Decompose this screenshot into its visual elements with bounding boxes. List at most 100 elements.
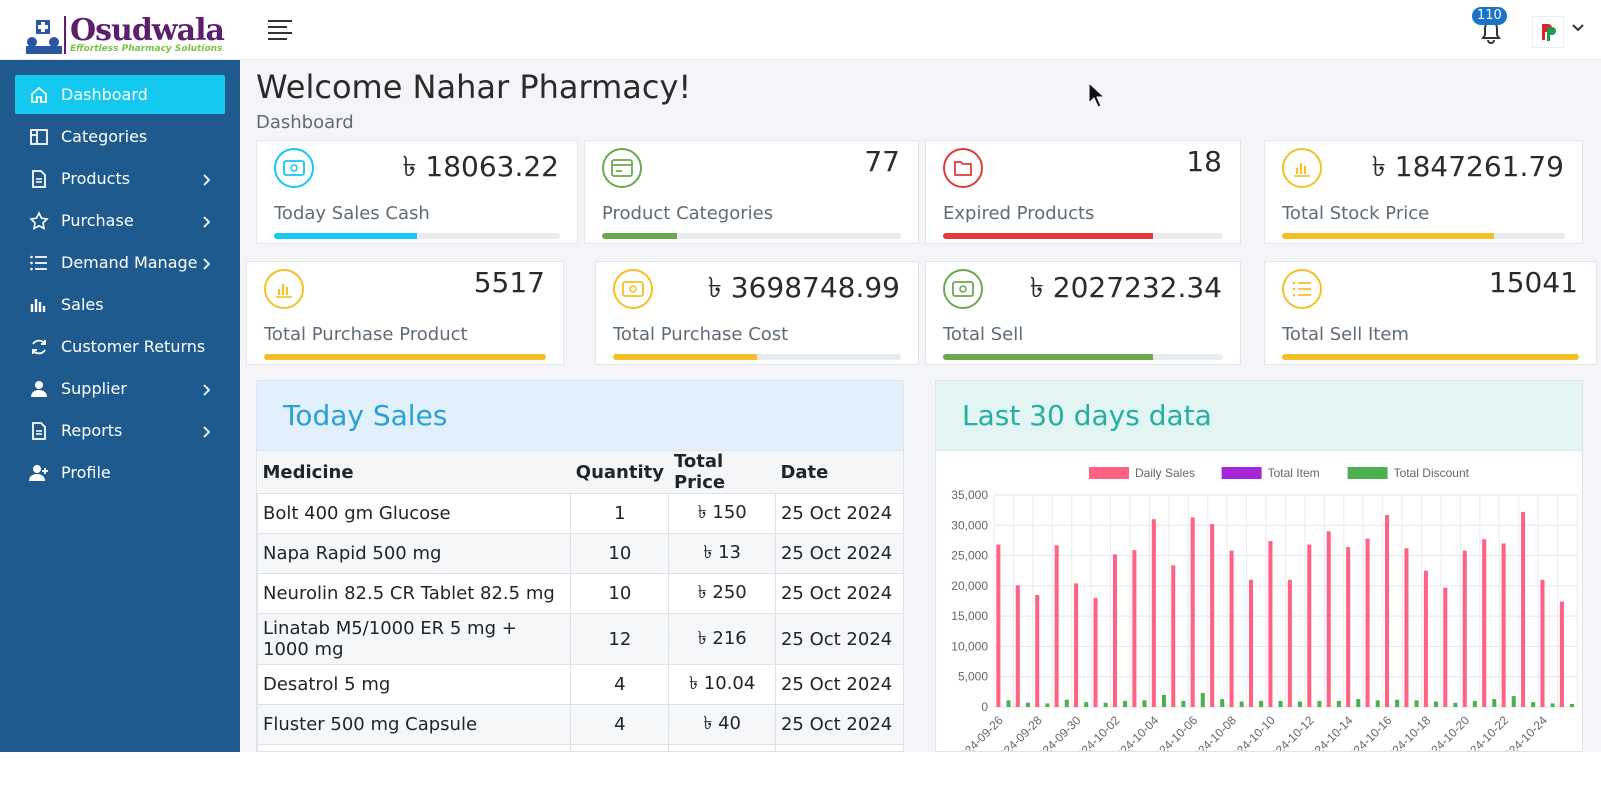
- bar-daily-sales: [1540, 579, 1545, 707]
- sidebar-item-purchase[interactable]: Purchase: [15, 201, 225, 240]
- chevron-down-icon[interactable]: [1572, 20, 1584, 36]
- document-icon: [29, 169, 49, 189]
- stat-label: Product Categories: [602, 203, 774, 224]
- chevron-right-icon: [203, 423, 211, 442]
- sidebar-item-supplier[interactable]: Supplier: [15, 369, 225, 408]
- bar-total-discount: [1395, 699, 1400, 707]
- table-cell: [257, 744, 572, 751]
- stat-progress-track: [602, 233, 901, 239]
- bar-daily-sales: [1462, 550, 1467, 707]
- bar-total-discount: [1375, 700, 1380, 707]
- table-cell: ৳ 216: [668, 613, 776, 665]
- legend-swatch: [1347, 467, 1388, 479]
- bar-daily-sales: [1365, 538, 1370, 707]
- bar-daily-sales: [1112, 554, 1117, 707]
- bar-total-discount: [1297, 701, 1302, 707]
- sidebar-item-products[interactable]: Products: [15, 159, 225, 198]
- bar-daily-sales: [1404, 548, 1409, 707]
- chevron-right-icon: [203, 381, 211, 400]
- list-icon: [1282, 269, 1322, 309]
- bar-daily-sales: [1326, 531, 1331, 707]
- refresh-icon: [29, 337, 49, 357]
- stat-progress-track: [943, 354, 1223, 360]
- sidebar-item-dashboard[interactable]: Dashboard: [15, 75, 225, 114]
- logo-subtitle: Effortless Pharmacy Solutions: [70, 44, 223, 54]
- table-cell: 25 Oct 2024: [774, 704, 903, 745]
- menu-toggle-icon[interactable]: [268, 20, 292, 42]
- bar-daily-sales: [1054, 545, 1059, 707]
- sidebar-item-customer-returns[interactable]: Customer Returns: [15, 327, 225, 366]
- bar-total-discount: [1414, 700, 1419, 707]
- legend-label: Total Discount: [1394, 466, 1470, 480]
- mouse-cursor-icon: [1088, 82, 1106, 108]
- bar-total-discount: [1084, 702, 1089, 707]
- bar-total-discount: [1123, 700, 1128, 707]
- bar-total-discount: [1025, 702, 1030, 707]
- bar-daily-sales: [1210, 524, 1215, 707]
- column-header[interactable]: Quantity: [570, 451, 669, 494]
- bar-total-discount: [1511, 696, 1516, 707]
- legend-swatch: [1089, 467, 1129, 479]
- stat-card-product-categories: 77 Product Categories: [584, 140, 919, 244]
- table-cell: Neurolin 82.5 CR Tablet 82.5 mg: [257, 573, 572, 614]
- bar-daily-sales: [1287, 579, 1292, 707]
- bar-daily-sales: [1521, 511, 1526, 707]
- user-plus-icon: [29, 463, 49, 483]
- sidebar-item-label: Profile: [61, 463, 111, 482]
- table-cell: 25 Oct 2024: [774, 573, 903, 614]
- column-header[interactable]: Medicine: [257, 451, 571, 494]
- table-cell: 4: [570, 664, 670, 705]
- bar-daily-sales: [1559, 601, 1564, 707]
- bar-daily-sales: [996, 544, 1001, 707]
- stat-value: 5517: [473, 266, 545, 299]
- stat-card-total-purchase-cost: ৳ 3698748.99 Total Purchase Cost: [595, 261, 919, 365]
- bar-daily-sales: [1035, 594, 1040, 707]
- stat-value: ৳ 3698748.99: [707, 271, 900, 304]
- sidebar-item-demand-manage[interactable]: Demand Manage: [15, 243, 225, 282]
- bar-total-discount: [1239, 701, 1244, 707]
- bottom-strip: [0, 752, 1601, 801]
- breadcrumb[interactable]: Dashboard: [256, 112, 354, 133]
- table-cell: Fluster 500 mg Capsule: [257, 704, 572, 745]
- bar-daily-sales: [1248, 579, 1254, 707]
- bar-total-discount: [1453, 702, 1458, 707]
- bar-total-discount: [1045, 703, 1050, 707]
- bar-total-discount: [1433, 701, 1439, 707]
- bar-daily-sales: [1171, 565, 1176, 707]
- bar-chart-icon: [264, 269, 304, 309]
- sidebar-item-sales[interactable]: Sales: [15, 285, 225, 324]
- bar-daily-sales: [1074, 583, 1079, 707]
- stat-label: Total Stock Price: [1282, 203, 1430, 224]
- column-header[interactable]: Total Price: [668, 451, 776, 494]
- sidebar-item-label: Demand Manage: [61, 253, 198, 272]
- table-cell: 1: [570, 493, 670, 534]
- bar-total-discount: [1103, 702, 1108, 707]
- stat-label: Total Purchase Product: [264, 324, 468, 345]
- table-row: Fluster 500 mg Capsule 4 ৳ 40 25 Oct 2024: [257, 704, 903, 745]
- sidebar-item-reports[interactable]: Reports: [15, 411, 225, 450]
- chevron-right-icon: [203, 255, 211, 274]
- column-header[interactable]: Date: [775, 451, 903, 494]
- bar-total-discount: [1336, 700, 1341, 707]
- y-tick-label: 30,000: [951, 518, 988, 532]
- bar-total-discount: [1472, 700, 1477, 707]
- bar-chart-icon: [29, 295, 49, 315]
- stat-label: Total Sell Item: [1282, 324, 1409, 345]
- stat-progress-track: [1282, 354, 1579, 360]
- bar-chart-icon: [1282, 148, 1322, 188]
- sidebar-item-profile[interactable]: Profile: [15, 453, 225, 492]
- stat-label: Total Sell: [943, 324, 1024, 345]
- stat-value: ৳ 2027232.34: [1029, 271, 1222, 304]
- sidebar-item-label: Sales: [61, 295, 104, 314]
- document-icon: [29, 421, 49, 441]
- table-cell: Linatab M5/1000 ER 5 mg + 1000 mg: [257, 613, 572, 665]
- avatar[interactable]: [1532, 16, 1564, 48]
- x-tick-label: 2024-09-26: [953, 713, 1007, 751]
- sidebar-item-categories[interactable]: Categories: [15, 117, 225, 156]
- table-cell: ৳ 150: [668, 493, 776, 534]
- logo[interactable]: Osudwala Effortless Pharmacy Solutions: [24, 14, 225, 58]
- list-icon: [29, 253, 49, 273]
- stat-progress-track: [264, 354, 546, 360]
- stat-card-expired-products: 18 Expired Products: [925, 140, 1241, 244]
- bar-total-discount: [1064, 699, 1069, 707]
